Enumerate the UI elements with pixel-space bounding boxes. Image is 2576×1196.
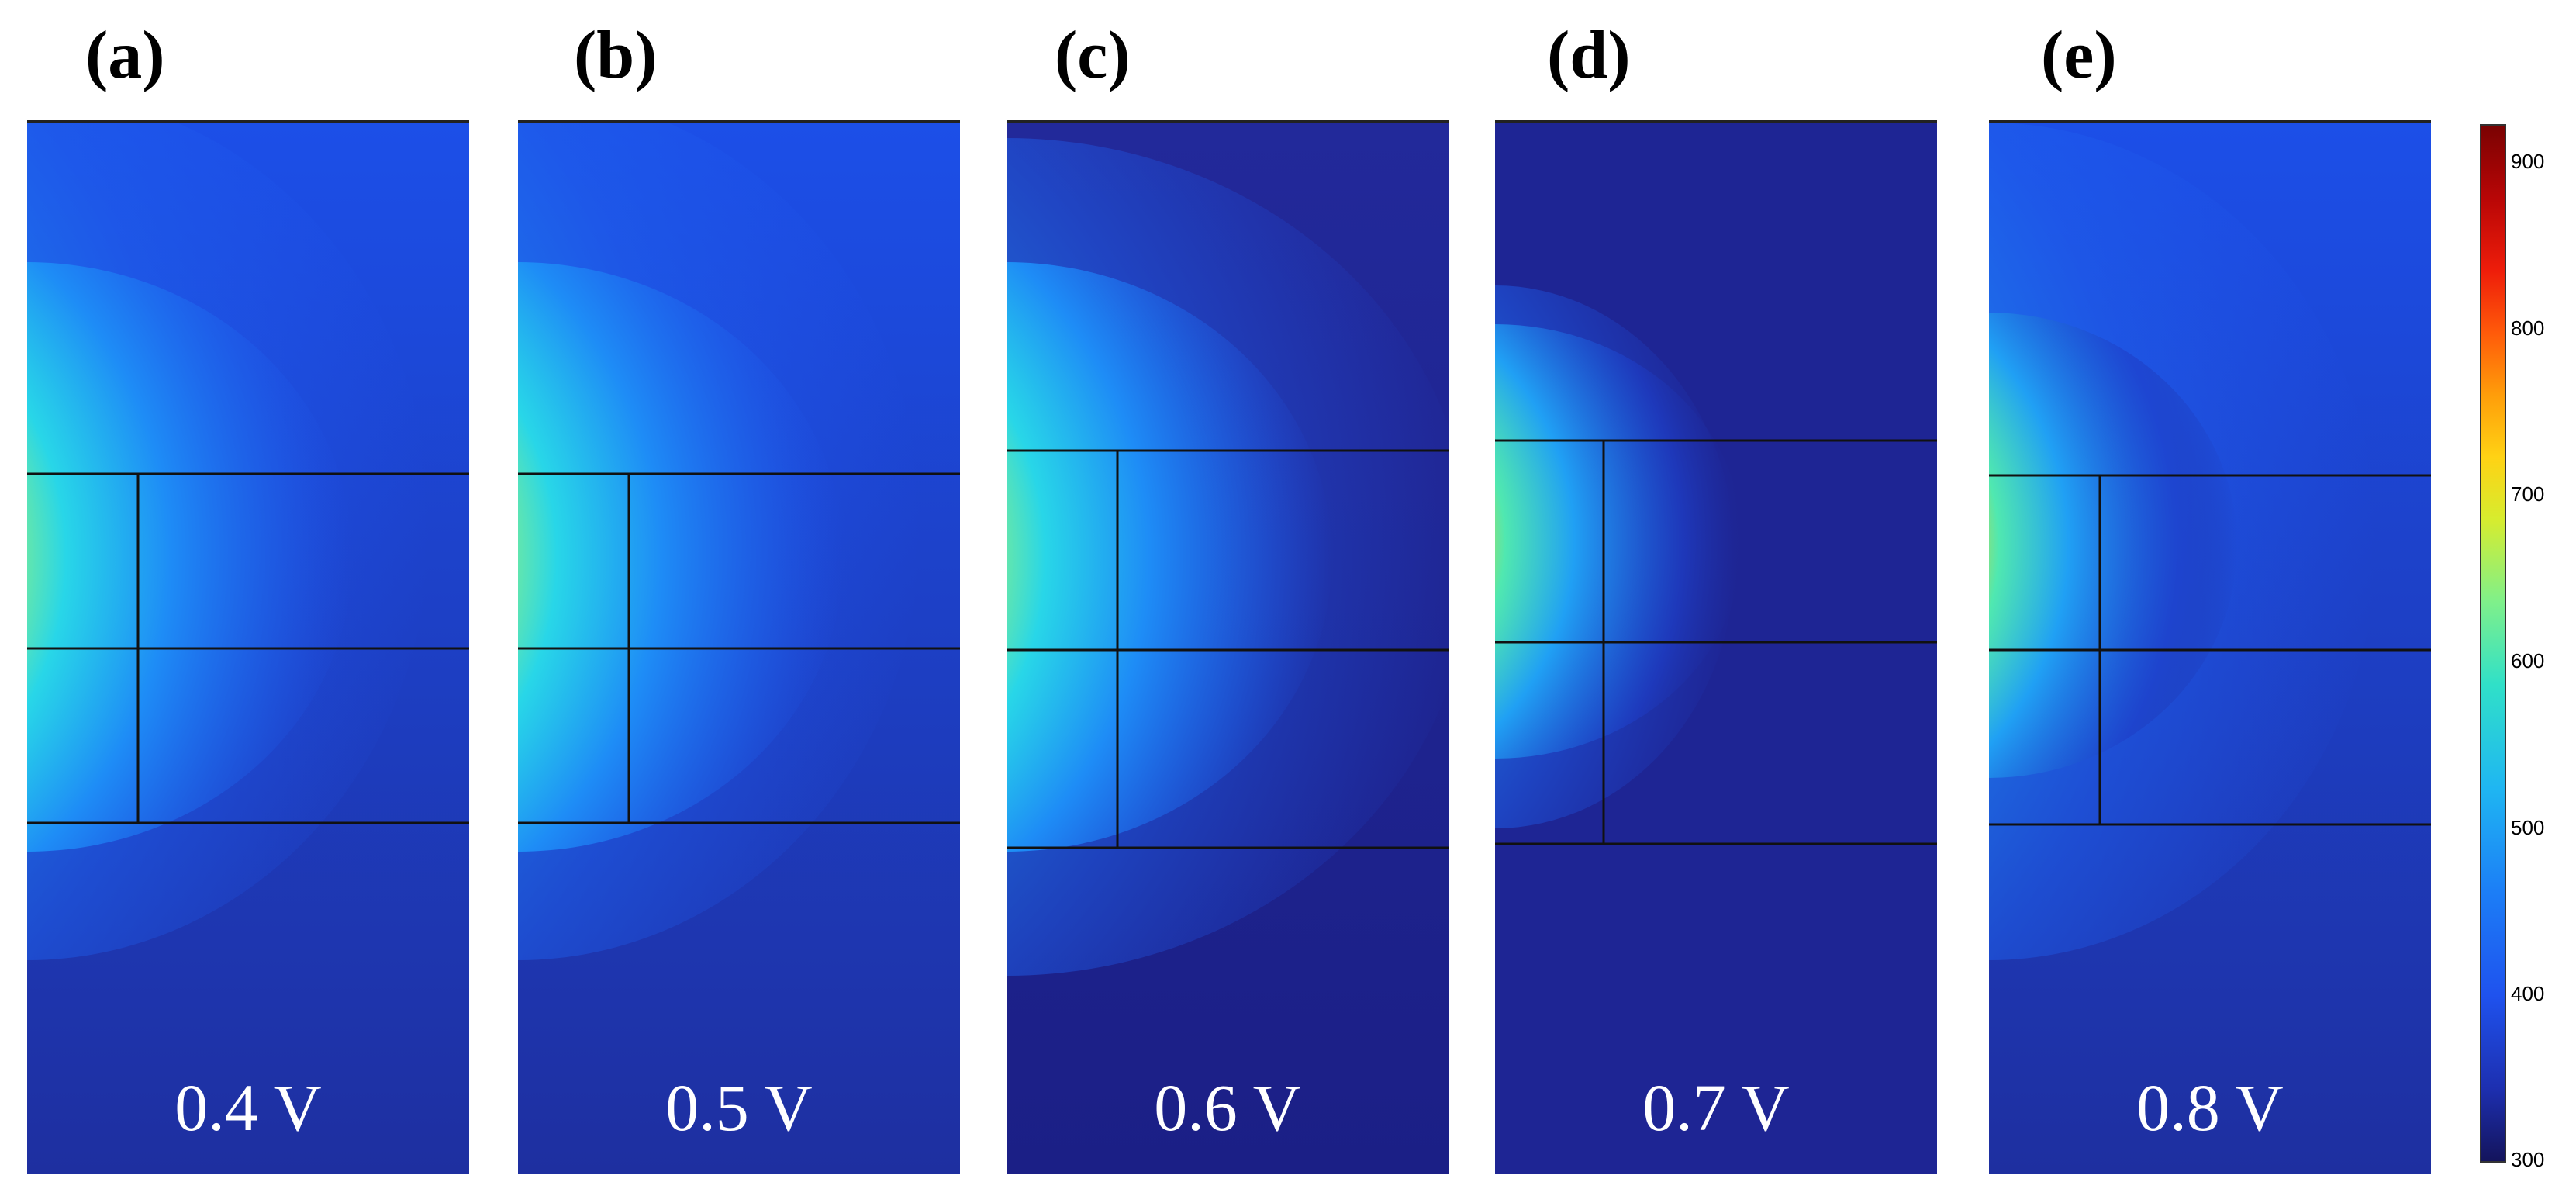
panel-c: 0.6 V [1007,120,1449,1174]
panel-e: 0.8 V [1989,120,2431,1174]
colorbar-tick-900: 900 [2511,150,2545,173]
colorbar-tick-800: 800 [2511,316,2545,340]
panel-label-b: (b) [574,18,658,93]
heatmap-a [27,123,469,1174]
colorbar-tick-400: 400 [2511,982,2545,1005]
voltage-label-b: 0.5 V [665,1070,813,1145]
panel-label-d: (d) [1547,18,1631,93]
voltage-label-c: 0.6 V [1154,1070,1301,1145]
panel-b: 0.5 V [518,120,960,1174]
panel-label-e: (e) [2041,18,2117,93]
panel-label-c: (c) [1055,18,1131,93]
colorbar [2480,124,2506,1163]
voltage-label-a: 0.4 V [174,1070,322,1145]
heatmap-d [1495,123,1937,1174]
heatmap-b [518,123,960,1174]
colorbar-tick-500: 500 [2511,816,2545,839]
voltage-label-d: 0.7 V [1642,1070,1790,1145]
panel-a: 0.4 V [27,120,469,1174]
colorbar-tick-600: 600 [2511,649,2545,672]
voltage-label-e: 0.8 V [2136,1070,2284,1145]
colorbar-tick-700: 700 [2511,482,2545,506]
heatmap-c [1007,123,1449,1174]
panel-d: 0.7 V [1495,120,1937,1174]
heatmap-e [1989,123,2431,1174]
colorbar-tick-300: 300 [2511,1148,2545,1171]
panel-label-a: (a) [85,18,165,93]
